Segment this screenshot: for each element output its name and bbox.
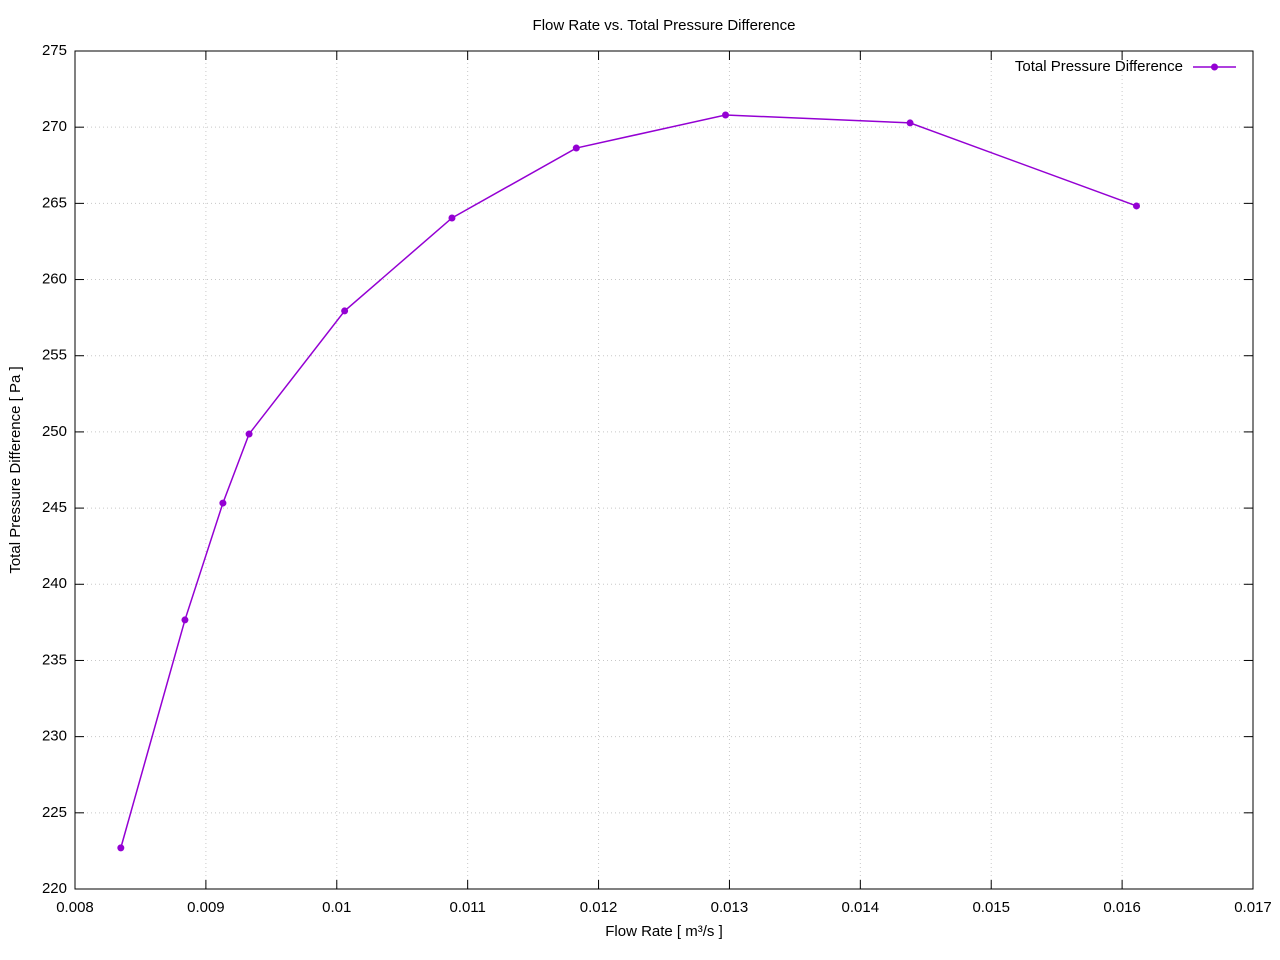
y-tick-label: 245 bbox=[42, 499, 67, 516]
y-tick-label: 270 bbox=[42, 118, 67, 135]
x-tick-label: 0.008 bbox=[56, 899, 94, 916]
data-point bbox=[181, 616, 189, 624]
data-point bbox=[245, 430, 253, 438]
y-tick-label: 250 bbox=[42, 423, 67, 440]
x-tick-label: 0.013 bbox=[711, 899, 749, 916]
legend-label: Total Pressure Difference bbox=[1015, 58, 1183, 75]
x-tick-label: 0.009 bbox=[187, 899, 225, 916]
data-point bbox=[219, 499, 227, 507]
y-tick-label: 220 bbox=[42, 880, 67, 897]
chart-title: Flow Rate vs. Total Pressure Difference bbox=[533, 17, 796, 34]
x-tick-label: 0.01 bbox=[322, 899, 351, 916]
x-tick-label: 0.011 bbox=[449, 899, 485, 916]
x-axis-label: Flow Rate [ m³/s ] bbox=[605, 923, 723, 940]
x-tick-label: 0.015 bbox=[972, 899, 1010, 916]
y-tick-label: 230 bbox=[42, 728, 67, 745]
data-point bbox=[906, 119, 914, 127]
y-tick-label: 275 bbox=[42, 42, 67, 59]
data-point bbox=[117, 844, 125, 852]
x-tick-label: 0.014 bbox=[842, 899, 880, 916]
legend-marker bbox=[1211, 63, 1218, 71]
x-tick-label: 0.016 bbox=[1103, 899, 1141, 916]
plot-frame bbox=[74, 50, 1254, 890]
y-tick-label: 260 bbox=[42, 271, 67, 288]
data-point bbox=[722, 111, 730, 119]
y-tick-label: 235 bbox=[42, 651, 67, 668]
y-tick-label: 240 bbox=[42, 575, 67, 592]
data-point bbox=[448, 214, 456, 222]
data-point bbox=[341, 307, 349, 315]
data-point bbox=[572, 144, 580, 152]
x-tick-label: 0.012 bbox=[580, 899, 618, 916]
y-tick-label: 225 bbox=[42, 804, 67, 821]
data-line bbox=[120, 114, 1137, 849]
y-tick-label: 255 bbox=[42, 347, 67, 364]
y-axis-label: Total Pressure Difference [ Pa ] bbox=[7, 366, 24, 573]
y-tick-label: 265 bbox=[42, 194, 67, 211]
data-point bbox=[1133, 202, 1141, 210]
x-tick-label: 0.017 bbox=[1234, 899, 1272, 916]
